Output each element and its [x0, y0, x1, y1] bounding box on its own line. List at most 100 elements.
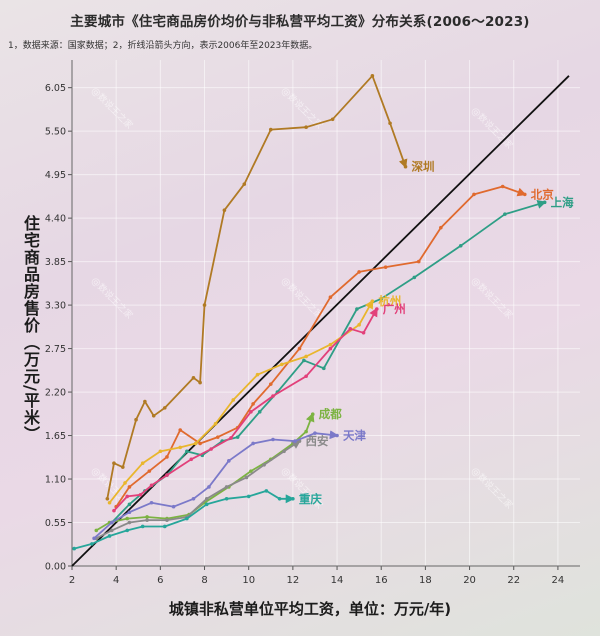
- data-point: [178, 428, 183, 432]
- data-point: [264, 489, 269, 493]
- data-point: [304, 374, 308, 379]
- data-point: [127, 502, 132, 507]
- data-point: [268, 382, 273, 386]
- data-point: [458, 243, 463, 248]
- x-tick-label: 8: [201, 575, 207, 586]
- data-point: [348, 327, 353, 331]
- data-point: [328, 295, 333, 299]
- axes: 2 4 6 8 10 12 14 16 18 20 22 240.000.551.101.652.20…: [45, 60, 580, 586]
- data-point: [149, 483, 154, 488]
- series-天津: 天津: [92, 429, 367, 541]
- data-point: [235, 435, 240, 439]
- data-point: [94, 528, 99, 533]
- watermark-text: @数说王之家: [89, 275, 136, 322]
- x-tick-label: 4: [113, 575, 119, 586]
- data-point: [302, 358, 306, 363]
- series-label: 天津: [343, 429, 366, 443]
- data-point: [251, 402, 255, 406]
- series-杭州: 杭州: [107, 294, 401, 505]
- data-point: [213, 421, 218, 426]
- y-tick-label: 6.05: [45, 83, 66, 94]
- data-point: [204, 502, 209, 507]
- data-point: [185, 516, 189, 521]
- grid: [71, 60, 580, 567]
- x-axis-label: 城镇非私营单位平均工资，单位：万元/年): [168, 600, 452, 618]
- y-tick-label: 1.65: [45, 431, 66, 442]
- data-point: [370, 299, 375, 303]
- data-point: [321, 366, 326, 371]
- data-point: [293, 439, 297, 443]
- series-label: 上海: [551, 195, 574, 209]
- data-point: [503, 212, 507, 216]
- series-上海: 上海: [109, 195, 574, 525]
- watermark-text: @数说王之家: [469, 105, 516, 152]
- chart-note: 1，数据来源：国家数据；2，折线沿箭头方向，表示2006年至2023年数据。: [8, 41, 318, 51]
- data-point: [125, 494, 130, 499]
- data-point: [158, 449, 163, 454]
- data-point: [193, 441, 198, 446]
- data-point: [328, 346, 333, 351]
- data-point: [257, 410, 262, 414]
- data-point: [140, 461, 145, 466]
- data-point: [162, 406, 167, 410]
- data-point: [207, 485, 211, 489]
- data-point: [412, 275, 417, 280]
- data-point: [244, 475, 249, 480]
- watermark-text: @数说王之家: [469, 275, 516, 322]
- x-tick-label: 14: [331, 575, 344, 586]
- data-point: [224, 496, 229, 501]
- data-point: [282, 449, 286, 454]
- data-point: [134, 417, 138, 422]
- data-point: [227, 459, 231, 463]
- data-point: [271, 394, 275, 398]
- data-point: [330, 117, 335, 122]
- data-point: [72, 546, 77, 551]
- series-label: 深圳: [412, 160, 435, 174]
- series-label: 成都: [319, 407, 342, 421]
- data-point: [249, 410, 253, 414]
- data-point: [313, 431, 317, 435]
- data-point: [370, 74, 375, 78]
- series-label: 北京: [531, 187, 554, 201]
- series-深圳: 深圳: [105, 74, 435, 501]
- series-成都: 成都: [94, 407, 342, 533]
- x-tick-label: 16: [375, 575, 388, 586]
- data-point: [500, 184, 505, 189]
- x-tick-label: 24: [552, 575, 565, 586]
- data-point: [149, 500, 154, 505]
- data-point: [231, 398, 236, 402]
- data-point: [145, 518, 149, 522]
- y-tick-label: 5.50: [45, 127, 66, 138]
- data-point: [191, 376, 196, 380]
- data-point: [242, 182, 247, 186]
- data-point: [121, 465, 125, 469]
- series-line: [108, 299, 374, 504]
- series-line: [106, 74, 408, 499]
- data-point: [291, 496, 295, 501]
- data-point: [178, 445, 183, 450]
- data-point: [310, 412, 315, 417]
- data-point: [472, 192, 476, 197]
- x-tick-label: 2: [69, 575, 75, 586]
- data-point: [105, 496, 110, 501]
- data-point: [127, 520, 132, 525]
- data-point: [127, 485, 132, 489]
- watermark-text: @数说王之家: [89, 85, 136, 132]
- data-point: [165, 518, 169, 522]
- data-point: [355, 307, 359, 311]
- series-重庆: 重庆: [72, 489, 322, 551]
- data-point: [198, 380, 202, 385]
- data-point: [140, 524, 145, 529]
- data-point: [357, 323, 361, 327]
- data-point: [92, 536, 96, 541]
- series-label: 杭州: [378, 294, 401, 308]
- data-point: [147, 469, 152, 473]
- watermark-layer: @数说王之家 @数说王之家 @数说王之家@数说王之家 @数说王之家 @数说王之家@数说王…: [89, 85, 516, 512]
- data-point: [542, 200, 547, 205]
- data-point: [151, 413, 156, 418]
- data-point: [198, 441, 202, 446]
- data-point: [145, 515, 149, 519]
- data-point: [109, 528, 114, 533]
- series-line: [95, 440, 301, 540]
